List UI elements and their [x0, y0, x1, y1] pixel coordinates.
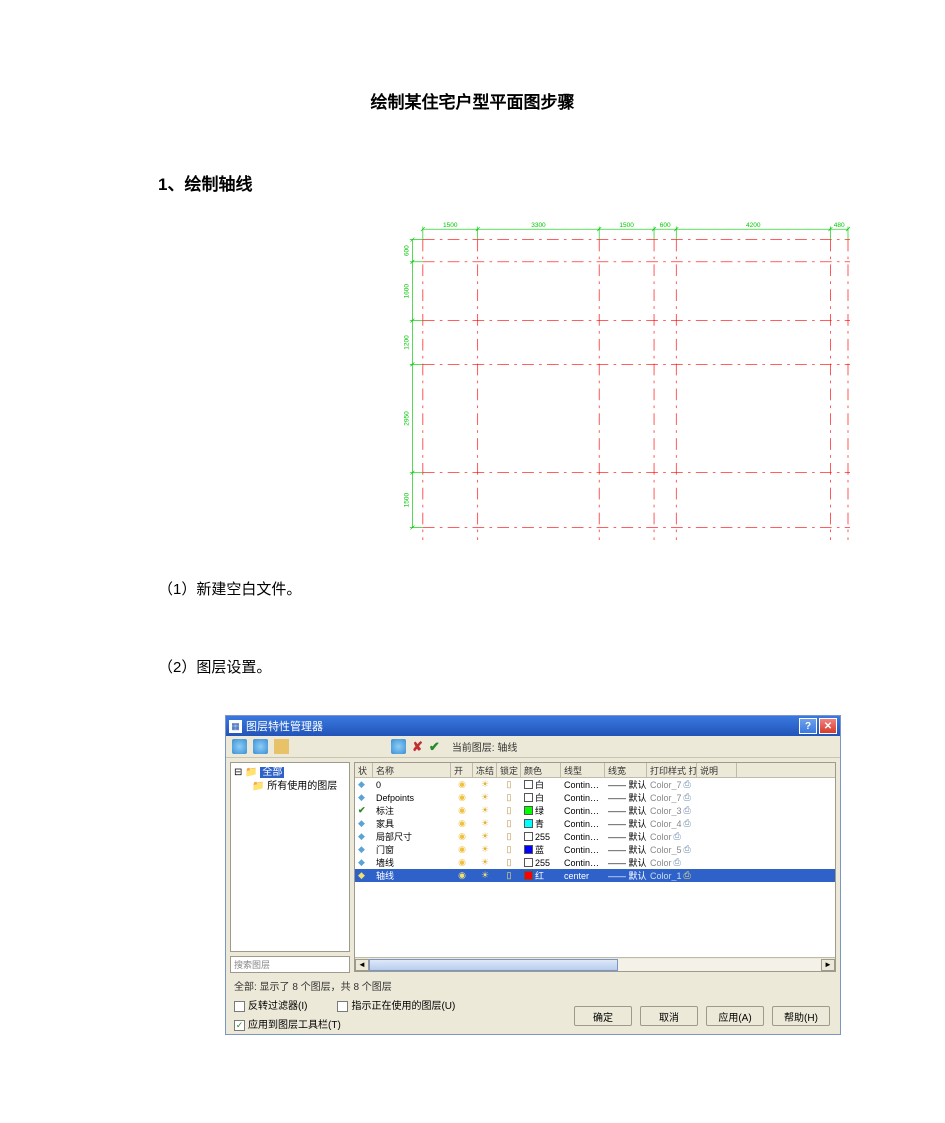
new-filter-icon[interactable]: [232, 739, 247, 754]
tree-child[interactable]: 所有使用的图层: [267, 781, 337, 792]
layer-row[interactable]: ◆门窗◉☀▯ 蓝Contin…—— 默认Color_5 ⎙: [355, 843, 835, 856]
dialog-title: 图层特性管理器: [246, 718, 323, 734]
cancel-button[interactable]: 取消: [640, 1006, 698, 1026]
close-button[interactable]: ✕: [819, 718, 837, 734]
hscrollbar[interactable]: ◄ ►: [355, 957, 835, 971]
layer-list[interactable]: 状名称开冻结锁定颜色线型线宽打印样式 打说明 ◆0◉☀▯ 白Contin…—— …: [354, 762, 836, 972]
layer-row[interactable]: ◆墙线◉☀▯ 255Contin…—— 默认Color ⎙: [355, 856, 835, 869]
filter-tree[interactable]: ⊟ 📁 全部 📁 所有使用的图层: [230, 762, 350, 952]
svg-text:1500: 1500: [403, 493, 410, 508]
states-icon[interactable]: [274, 739, 289, 754]
dialog-buttons: 确定 取消 应用(A) 帮助(H): [574, 1006, 830, 1026]
tree-root[interactable]: 全部: [260, 767, 284, 778]
svg-text:1600: 1600: [403, 284, 410, 299]
section-1-heading: 1、绘制轴线: [158, 170, 252, 195]
opt-toolbar[interactable]: ✓应用到图层工具栏(T): [234, 1016, 341, 1031]
ok-button[interactable]: 确定: [574, 1006, 632, 1026]
set-current-icon[interactable]: ✔: [429, 739, 440, 755]
layer-list-header: 状名称开冻结锁定颜色线型线宽打印样式 打说明: [355, 763, 835, 778]
dialog-toolbar: ✘ ✔ 当前图层: 轴线: [226, 736, 840, 758]
app-icon: ▦: [229, 720, 242, 733]
svg-text:600: 600: [660, 222, 671, 229]
svg-text:1200: 1200: [403, 335, 410, 350]
layer-row[interactable]: ◆家具◉☀▯ 青Contin…—— 默认Color_4 ⎙: [355, 817, 835, 830]
scroll-thumb[interactable]: [369, 959, 618, 971]
svg-text:480: 480: [834, 222, 845, 229]
layer-manager-dialog: ▦ 图层特性管理器 ? ✕ ✘ ✔ 当前图层: 轴线 ⊟ 📁 全部 📁 所有使用…: [225, 715, 841, 1035]
dialog-titlebar[interactable]: ▦ 图层特性管理器 ? ✕: [226, 716, 840, 736]
scroll-right-icon[interactable]: ►: [821, 959, 835, 971]
step-1-text: （1）新建空白文件。: [158, 578, 301, 599]
svg-text:3300: 3300: [531, 222, 546, 229]
current-layer-label: 当前图层: 轴线: [452, 739, 518, 754]
svg-text:1500: 1500: [619, 222, 634, 229]
layer-row[interactable]: ◆Defpoints◉☀▯ 白Contin…—— 默认Color_7 ⎙: [355, 791, 835, 804]
delete-layer-icon[interactable]: ✘: [412, 739, 423, 755]
new-group-icon[interactable]: [253, 739, 268, 754]
layer-row[interactable]: ◆轴线◉☀▯ 红center—— 默认Color_1 ⎙: [355, 869, 835, 882]
scroll-left-icon[interactable]: ◄: [355, 959, 369, 971]
layer-row[interactable]: ◆0◉☀▯ 白Contin…—— 默认Color_7 ⎙: [355, 778, 835, 791]
axis-grid-diagram: 1500 3300 1500 600 4200 480 600 1600 1200 2950 150…: [270, 220, 850, 540]
svg-text:1500: 1500: [443, 222, 458, 229]
new-layer-icon[interactable]: [391, 739, 406, 754]
svg-text:2950: 2950: [403, 411, 410, 426]
svg-text:600: 600: [403, 245, 410, 256]
page-title: 绘制某住宅户型平面图步骤: [0, 88, 945, 113]
layer-row[interactable]: ✔标注◉☀▯ 绿Contin…—— 默认Color_3 ⎙: [355, 804, 835, 817]
status-line: 全部: 显示了 8 个图层，共 8 个图层: [226, 976, 840, 995]
help-button[interactable]: ?: [799, 718, 817, 734]
opt-invert[interactable]: 反转过滤器(I): [234, 997, 307, 1012]
layer-row[interactable]: ◆局部尺寸◉☀▯ 255Contin…—— 默认Color ⎙: [355, 830, 835, 843]
help-button-2[interactable]: 帮助(H): [772, 1006, 830, 1026]
svg-text:4200: 4200: [746, 222, 761, 229]
opt-inuse[interactable]: 指示正在使用的图层(U): [337, 997, 455, 1012]
search-input[interactable]: 搜索图层: [230, 956, 350, 973]
step-2-text: （2）图层设置。: [158, 656, 271, 677]
apply-button[interactable]: 应用(A): [706, 1006, 764, 1026]
